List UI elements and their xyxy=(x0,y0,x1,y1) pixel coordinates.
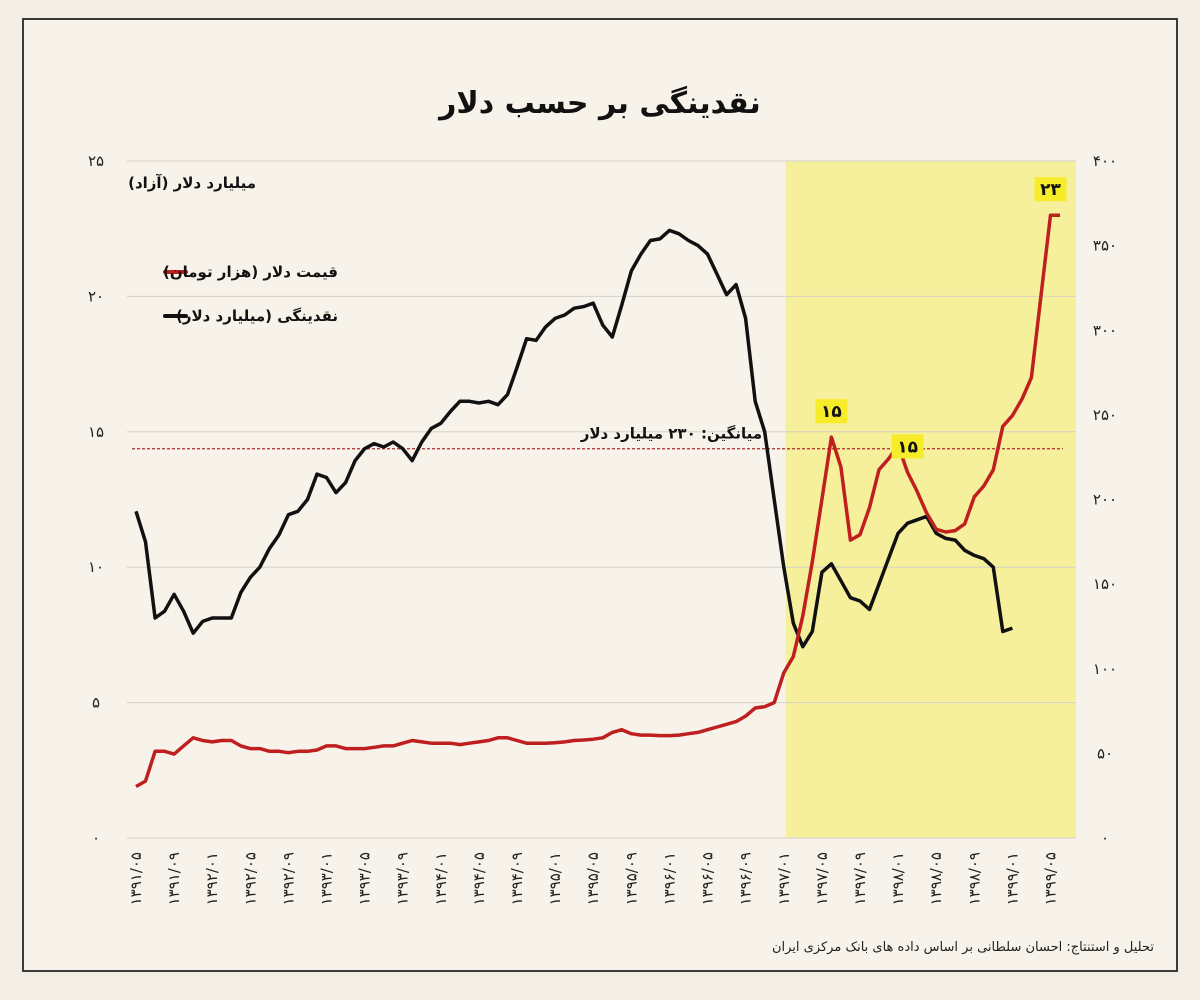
right-tick-label: ۱۵۰ xyxy=(1093,575,1117,593)
left-tick-label: ۱۵ xyxy=(88,423,104,441)
left-tick-label: ۱۰ xyxy=(88,558,104,576)
annotation-badge xyxy=(891,434,924,459)
x-tick-label: ۱۳۹۷/۰۵ xyxy=(813,852,831,905)
x-tick-label: ۱۳۹۲/۰۱ xyxy=(203,852,221,905)
right-tick-label: ۳۰۰ xyxy=(1093,321,1117,339)
right-tick-label: ۴۰۰ xyxy=(1093,152,1117,170)
x-tick-label: ۱۳۹۷/۰۱ xyxy=(775,852,793,905)
grid-lines xyxy=(127,160,1076,839)
x-tick-label: ۱۳۹۶/۰۵ xyxy=(699,852,717,905)
x-axis-ticks: ۱۳۹۱/۰۵ ۱۳۹۱/۰۹ ۱۳۹۲/۰۱ ۱۳۹۲/۰۵ ۱۳۹۲/۰۹ ۱۳۹۳/… xyxy=(127,852,1059,905)
legend-label-dollar-price: قیمت دلار (هزار تومان) xyxy=(163,263,338,281)
x-tick-label: ۱۳۹۱/۰۵ xyxy=(127,852,145,905)
right-tick-label: ۱۰۰ xyxy=(1093,660,1117,678)
right-tick-label: ۲۵۰ xyxy=(1093,406,1117,424)
x-tick-label: ۱۳۹۸/۰۱ xyxy=(889,852,907,905)
left-tick-label: ۰ xyxy=(92,829,100,847)
legend: قیمت دلار (هزار تومان) نقدینگی (میلیارد … xyxy=(163,263,338,325)
highlight-region xyxy=(785,161,1076,838)
left-axis-label: میلیارد دلار (آزاد) xyxy=(128,174,256,192)
annotation-badge xyxy=(815,399,848,424)
x-tick-label: ۱۳۹۴/۰۹ xyxy=(508,852,526,905)
left-tick-label: ۲۰ xyxy=(88,287,104,305)
annotations: ۱۵ ۱۵ ۲۳ xyxy=(815,177,1067,459)
x-tick-label: ۱۳۹۱/۰۹ xyxy=(165,852,183,905)
x-tick-label: ۱۳۹۹/۰۱ xyxy=(1003,852,1021,905)
right-tick-label: ۳۵۰ xyxy=(1093,237,1117,255)
annotation-label: ۲۳ xyxy=(1040,180,1061,200)
x-tick-label: ۱۳۹۶/۰۱ xyxy=(660,852,678,905)
average-label: میانگین: ۲۳۰ میلیارد دلار xyxy=(580,425,762,443)
x-tick-label: ۱۳۹۳/۰۱ xyxy=(318,852,336,905)
x-tick-label: ۱۳۹۲/۰۹ xyxy=(279,852,297,905)
annotation-badge xyxy=(1034,177,1067,202)
x-tick-label: ۱۳۹۸/۰۵ xyxy=(927,852,945,905)
right-axis-ticks: ۰ ۵۰ ۱۰۰ ۱۵۰ ۲۰۰ ۲۵۰ ۳۰۰ ۳۵۰ ۴۰۰ xyxy=(1093,152,1117,847)
x-tick-label: ۱۳۹۹/۰۵ xyxy=(1041,852,1059,905)
annotation-label: ۱۵ xyxy=(821,402,842,422)
x-tick-label: ۱۳۹۵/۰۱ xyxy=(546,852,564,905)
annotation-label: ۱۵ xyxy=(897,437,918,457)
x-tick-label: ۱۳۹۴/۰۱ xyxy=(432,852,450,905)
right-tick-label: ۲۰۰ xyxy=(1093,491,1117,509)
legend-label-liquidity: نقدینگی (میلیارد دلار) xyxy=(176,307,338,325)
x-tick-label: ۱۳۹۶/۰۹ xyxy=(737,852,755,905)
left-tick-label: ۵ xyxy=(92,694,100,712)
x-tick-label: ۱۳۹۵/۰۹ xyxy=(622,852,640,905)
right-tick-label: ۰ xyxy=(1101,829,1109,847)
series-line-dollar-price xyxy=(135,213,1060,789)
x-tick-label: ۱۳۹۸/۰۹ xyxy=(965,852,983,905)
right-tick-label: ۵۰ xyxy=(1097,744,1113,762)
series-line-liquidity xyxy=(134,228,1013,649)
x-tick-label: ۱۳۹۲/۰۵ xyxy=(241,852,259,905)
x-tick-label: ۱۳۹۷/۰۹ xyxy=(851,852,869,905)
left-axis-ticks: ۰ ۵ ۱۰ ۱۵ ۲۰ ۲۵ xyxy=(88,152,104,847)
x-tick-label: ۱۳۹۴/۰۵ xyxy=(470,852,488,905)
left-tick-label: ۲۵ xyxy=(88,152,104,170)
x-tick-label: ۱۳۹۳/۰۹ xyxy=(394,852,412,905)
x-tick-label: ۱۳۹۳/۰۵ xyxy=(356,852,374,905)
credit-text: تحلیل و استنتاج: احسان سلطانی بر اساس دا… xyxy=(771,940,1154,955)
x-tick-label: ۱۳۹۵/۰۵ xyxy=(584,852,602,905)
chart-title: نقدینگی بر حسب دلار xyxy=(439,86,761,121)
